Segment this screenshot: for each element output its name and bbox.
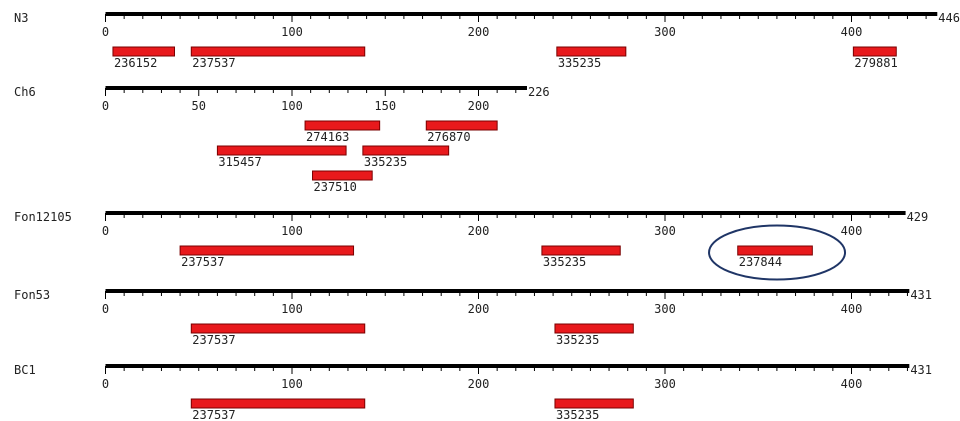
track-length-label: 431 <box>910 288 932 302</box>
feature-bar[interactable] <box>216 145 347 156</box>
track-length-label: 429 <box>907 210 929 224</box>
tick-label: 100 <box>281 224 303 238</box>
track-name: Fon12105 <box>14 210 72 224</box>
tick-label: 200 <box>468 224 490 238</box>
feature-bar[interactable] <box>362 145 450 156</box>
tick-label: 400 <box>841 302 863 316</box>
tick-label: 400 <box>841 224 863 238</box>
feature-bar[interactable] <box>554 323 634 334</box>
tick-label: 100 <box>281 99 303 113</box>
tick-label: 200 <box>468 99 490 113</box>
feature-bar[interactable] <box>190 323 366 334</box>
axis-line <box>105 289 910 293</box>
feature-label: 315457 <box>218 155 261 169</box>
feature-bar[interactable] <box>112 46 176 57</box>
feature-label: 279881 <box>854 56 897 70</box>
feature-label: 335235 <box>364 155 407 169</box>
track-fon53: Fon53 0 100 200 300 400 431 237537 335235 <box>14 288 932 347</box>
tick-label: 150 <box>374 99 396 113</box>
tick-label: 400 <box>841 377 863 391</box>
feature-label: 335235 <box>556 408 599 421</box>
tick-label: 0 <box>102 224 109 238</box>
feature-label: 335235 <box>543 255 586 269</box>
track-bc1: BC1 0 100 200 300 400 431 237537 335235 <box>14 363 932 421</box>
track-name: N3 <box>14 11 28 25</box>
feature-bar[interactable] <box>312 170 373 181</box>
track-ch6: Ch6 0 50 100 150 200 226 274163 276870 315457 3352… <box>14 85 550 194</box>
tick-label: 0 <box>102 302 109 316</box>
feature-bar[interactable] <box>190 398 366 409</box>
track-name: Ch6 <box>14 85 36 99</box>
tick-label: 300 <box>654 224 676 238</box>
feature-label: 237510 <box>314 180 357 194</box>
feature-label: 335235 <box>556 333 599 347</box>
feature-bar[interactable] <box>737 245 813 256</box>
axis-line <box>105 12 938 16</box>
track-n3: N3 0 100 200 300 400 446 236152 237537 335235 2798… <box>14 11 960 70</box>
feature-bar[interactable] <box>304 120 381 131</box>
track-fon12105: Fon12105 0 100 200 300 400 429 237537 335235 2378… <box>14 210 929 281</box>
tick-label: 100 <box>281 302 303 316</box>
highlight-ring <box>708 224 847 281</box>
feature-bar[interactable] <box>425 120 498 131</box>
feature-label: 274163 <box>306 130 349 144</box>
track-name: Fon53 <box>14 288 50 302</box>
tick-label: 200 <box>468 377 490 391</box>
track-length-label: 446 <box>938 11 960 25</box>
feature-bar[interactable] <box>556 46 627 57</box>
tick-label: 0 <box>102 99 109 113</box>
tick-label: 300 <box>654 377 676 391</box>
feature-label: 237537 <box>192 408 235 421</box>
feature-label: 237537 <box>181 255 224 269</box>
tick-label: 0 <box>102 377 109 391</box>
track-length-label: 226 <box>528 85 550 99</box>
feature-label: 335235 <box>558 56 601 70</box>
feature-label: 276870 <box>427 130 470 144</box>
axis-line <box>105 364 910 368</box>
feature-label: 236152 <box>114 56 157 70</box>
tick-label: 100 <box>281 377 303 391</box>
tick-label: 400 <box>841 25 863 39</box>
tick-label: 200 <box>468 302 490 316</box>
feature-label: 237844 <box>739 255 782 269</box>
tick-label: 100 <box>281 25 303 39</box>
tick-label: 50 <box>192 99 206 113</box>
feature-bar[interactable] <box>852 46 897 57</box>
axis-line <box>105 211 906 215</box>
feature-label: 237537 <box>192 333 235 347</box>
tick-label: 300 <box>654 25 676 39</box>
tick-label: 200 <box>468 25 490 39</box>
tick-label: 0 <box>102 25 109 39</box>
tick-label: 300 <box>654 302 676 316</box>
feature-bar[interactable] <box>179 245 355 256</box>
track-length-label: 431 <box>910 363 932 377</box>
feature-bar[interactable] <box>554 398 634 409</box>
feature-label: 237537 <box>192 56 235 70</box>
track-name: BC1 <box>14 363 36 377</box>
feature-bar[interactable] <box>541 245 621 256</box>
axis-line <box>105 86 527 90</box>
feature-bar[interactable] <box>190 46 366 57</box>
